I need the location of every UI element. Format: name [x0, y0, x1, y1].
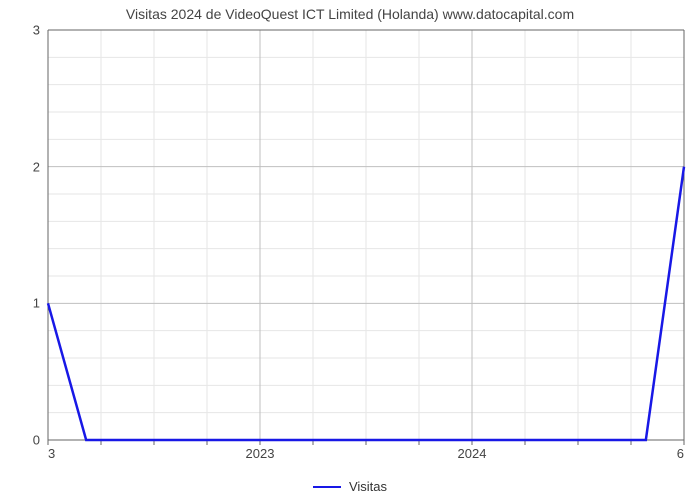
- legend-label: Visitas: [349, 479, 387, 494]
- legend: Visitas: [0, 479, 700, 494]
- y-tick-label: 1: [33, 296, 40, 311]
- y-tick-label: 3: [33, 23, 40, 38]
- plot-area: 01232023202436: [48, 30, 684, 440]
- chart-container: Visitas 2024 de VideoQuest ICT Limited (…: [0, 0, 700, 500]
- chart-svg: [48, 30, 684, 440]
- x-end-label: 6: [677, 446, 684, 461]
- legend-swatch: [313, 486, 341, 488]
- chart-title: Visitas 2024 de VideoQuest ICT Limited (…: [0, 6, 700, 22]
- y-tick-label: 2: [33, 159, 40, 174]
- x-tick-label: 2023: [246, 446, 275, 461]
- x-start-label: 3: [48, 446, 55, 461]
- x-tick-label: 2024: [458, 446, 487, 461]
- y-tick-label: 0: [33, 433, 40, 448]
